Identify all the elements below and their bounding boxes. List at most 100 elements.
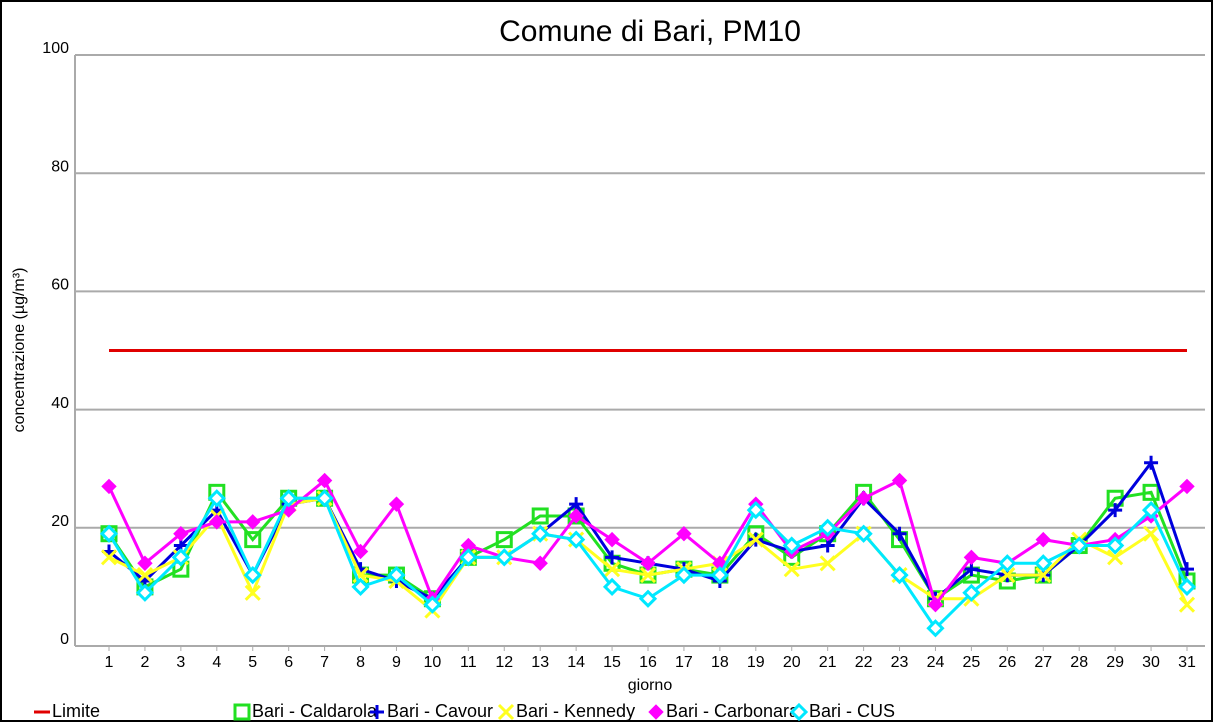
marker bbox=[1107, 549, 1124, 566]
x-tick-label: 9 bbox=[392, 654, 401, 671]
marker bbox=[927, 596, 944, 613]
marker bbox=[890, 565, 909, 585]
x-tick-label: 4 bbox=[212, 654, 221, 671]
marker bbox=[531, 507, 549, 525]
marker bbox=[710, 565, 729, 585]
legend-swatch bbox=[233, 703, 251, 721]
x-tick-label: 15 bbox=[603, 654, 621, 671]
marker bbox=[963, 549, 980, 566]
marker bbox=[1177, 577, 1197, 597]
marker bbox=[999, 567, 1016, 584]
marker bbox=[315, 489, 334, 508]
legend-label: Bari - Cavour bbox=[387, 701, 493, 721]
legend-swatch bbox=[497, 703, 515, 721]
marker bbox=[674, 565, 694, 585]
marker bbox=[352, 567, 369, 584]
marker bbox=[1034, 554, 1053, 573]
x-tick-label: 7 bbox=[320, 654, 329, 671]
marker bbox=[135, 583, 155, 602]
x-tick-label: 23 bbox=[891, 654, 909, 671]
x-tick-label: 29 bbox=[1106, 654, 1124, 671]
marker bbox=[891, 472, 908, 489]
x-tick-label: 21 bbox=[819, 654, 837, 671]
marker bbox=[279, 489, 298, 508]
marker bbox=[495, 531, 513, 549]
marker bbox=[1141, 500, 1161, 520]
legend-swatch bbox=[789, 702, 809, 722]
x-tick-label: 14 bbox=[567, 654, 585, 671]
marker bbox=[746, 500, 765, 520]
marker bbox=[388, 496, 405, 512]
y-tick-label: 60 bbox=[51, 277, 69, 294]
marker bbox=[1178, 596, 1196, 613]
marker bbox=[352, 543, 369, 560]
x-tick-label: 11 bbox=[460, 654, 477, 671]
marker bbox=[605, 550, 620, 565]
x-tick-label: 18 bbox=[711, 654, 729, 671]
marker bbox=[568, 508, 584, 524]
marker bbox=[782, 536, 801, 555]
marker bbox=[604, 531, 620, 548]
marker bbox=[136, 567, 153, 584]
marker bbox=[604, 561, 621, 578]
y-tick-label: 40 bbox=[51, 395, 69, 412]
x-tick-label: 30 bbox=[1142, 654, 1160, 671]
marker bbox=[171, 548, 190, 567]
marker bbox=[100, 549, 118, 566]
marker bbox=[1144, 455, 1159, 470]
marker bbox=[783, 561, 800, 578]
marker bbox=[638, 589, 658, 608]
marker bbox=[1142, 483, 1160, 501]
marker bbox=[495, 548, 514, 567]
marker bbox=[209, 514, 225, 530]
marker bbox=[245, 514, 261, 530]
x-tick-label: 17 bbox=[675, 654, 693, 671]
x-tick-label: 19 bbox=[747, 654, 765, 671]
x-tick-label: 27 bbox=[1034, 654, 1052, 671]
x-tick-label: 2 bbox=[140, 654, 149, 671]
x-tick-label: 12 bbox=[495, 654, 513, 671]
legend-label: Bari - Kennedy bbox=[516, 701, 635, 721]
marker bbox=[1180, 562, 1194, 577]
marker bbox=[602, 577, 622, 597]
marker bbox=[1070, 536, 1089, 555]
chart-title: Comune di Bari, PM10 bbox=[499, 15, 801, 48]
marker bbox=[1106, 536, 1125, 555]
marker bbox=[243, 565, 262, 585]
marker bbox=[387, 565, 406, 585]
marker bbox=[244, 531, 262, 549]
marker bbox=[532, 555, 548, 571]
marker bbox=[351, 577, 370, 597]
marker bbox=[1143, 525, 1160, 542]
marker bbox=[137, 555, 153, 571]
marker bbox=[747, 531, 764, 548]
marker bbox=[423, 595, 442, 614]
x-tick-label: 10 bbox=[424, 654, 442, 671]
marker bbox=[316, 472, 333, 489]
marker bbox=[962, 583, 981, 602]
y-tick-label: 80 bbox=[51, 158, 69, 175]
x-axis-label: giorno bbox=[628, 677, 673, 694]
marker bbox=[1108, 503, 1123, 518]
x-tick-label: 8 bbox=[356, 654, 365, 671]
x-tick-label: 13 bbox=[531, 654, 549, 671]
marker bbox=[531, 524, 550, 543]
marker bbox=[926, 619, 945, 638]
marker bbox=[99, 524, 119, 543]
marker bbox=[855, 490, 872, 506]
marker bbox=[998, 554, 1017, 573]
marker bbox=[1179, 478, 1195, 495]
y-tick-label: 0 bbox=[60, 631, 69, 648]
x-tick-label: 6 bbox=[284, 654, 293, 671]
x-tick-label: 26 bbox=[998, 654, 1016, 671]
x-tick-label: 20 bbox=[783, 654, 801, 671]
marker bbox=[567, 530, 586, 549]
x-tick-label: 5 bbox=[248, 654, 257, 671]
marker bbox=[818, 518, 837, 537]
marker bbox=[173, 526, 189, 542]
legend-label: Bari - Caldarola bbox=[252, 701, 378, 721]
marker bbox=[459, 548, 478, 567]
marker bbox=[244, 584, 261, 601]
